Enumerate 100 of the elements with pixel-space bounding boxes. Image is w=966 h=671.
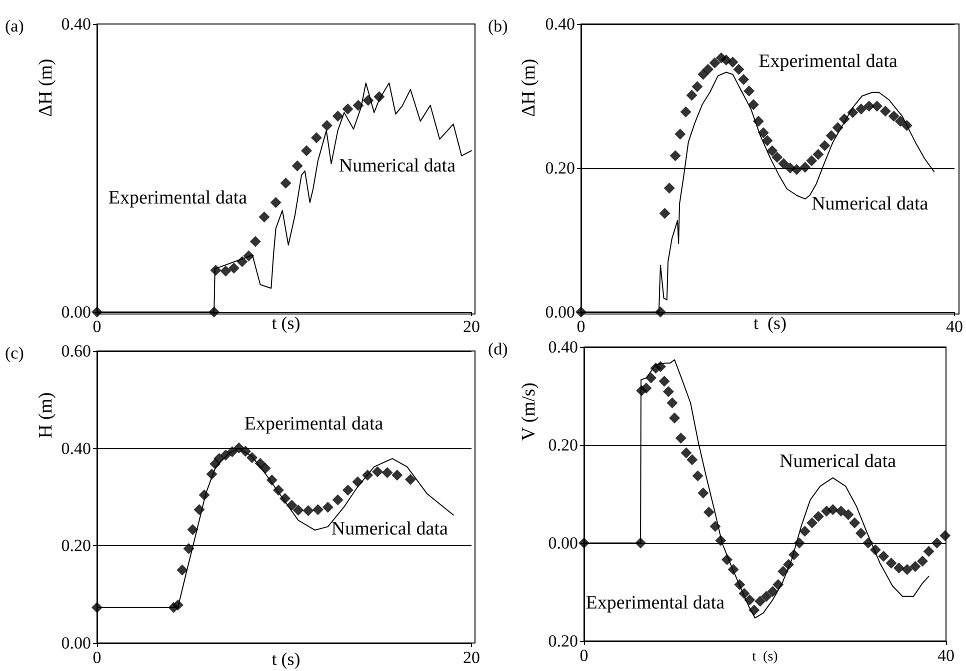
point — [206, 468, 218, 480]
point — [228, 262, 240, 274]
point — [214, 453, 225, 464]
point — [710, 520, 721, 532]
point — [342, 484, 354, 496]
point — [270, 197, 282, 208]
x-axis-title: t (s) — [752, 650, 778, 664]
point — [916, 556, 928, 567]
point — [794, 538, 805, 548]
point — [842, 509, 854, 520]
point — [778, 566, 789, 577]
point — [791, 164, 802, 175]
y-tick-label: 0.40 — [61, 438, 91, 458]
series-label: Experimental data — [758, 51, 898, 72]
point — [680, 106, 692, 118]
point — [800, 162, 811, 173]
point — [240, 446, 251, 457]
point — [664, 182, 675, 194]
point — [654, 306, 666, 318]
point — [748, 604, 760, 616]
point — [738, 588, 750, 599]
point — [748, 99, 759, 110]
point — [666, 397, 678, 408]
point — [310, 132, 322, 144]
x-tick-label: 40 — [946, 317, 963, 336]
point — [923, 546, 934, 557]
point — [302, 505, 314, 516]
point — [172, 600, 184, 611]
point — [783, 559, 794, 570]
point — [762, 135, 773, 146]
point — [292, 160, 303, 172]
point — [733, 64, 744, 75]
point — [832, 122, 844, 134]
point — [254, 458, 266, 469]
point — [855, 528, 866, 539]
point — [767, 586, 778, 598]
y-tick-label: 0.20 — [548, 632, 578, 650]
x-tick-label: 20 — [463, 648, 480, 667]
point — [760, 590, 772, 602]
point — [878, 550, 890, 562]
point — [680, 447, 692, 458]
point — [910, 561, 921, 572]
point — [301, 145, 312, 156]
x-tick-label: 0 — [580, 646, 588, 665]
point — [692, 81, 703, 92]
point — [352, 100, 364, 111]
point — [392, 470, 403, 481]
y-axis-title: ΔH (m) — [36, 58, 56, 117]
point — [312, 504, 324, 516]
point — [806, 517, 818, 528]
point — [847, 107, 858, 118]
point — [880, 106, 891, 117]
point — [280, 492, 290, 504]
point — [236, 256, 248, 268]
point — [872, 100, 882, 112]
point — [734, 579, 746, 590]
point — [849, 517, 860, 528]
point — [243, 250, 254, 262]
point — [870, 544, 881, 556]
point — [838, 114, 850, 125]
point — [674, 128, 686, 140]
y-tick-label: 0.40 — [545, 14, 575, 34]
point — [233, 442, 244, 454]
y-axis-title: ΔH (m) — [518, 58, 540, 117]
point — [715, 535, 726, 546]
point — [362, 94, 374, 106]
point — [836, 506, 847, 517]
point — [382, 467, 393, 478]
y-tick-label: 0.40 — [61, 14, 91, 34]
x-tick-label: 20 — [463, 317, 480, 336]
y-axis-title: H (m) — [36, 392, 56, 438]
point — [686, 90, 698, 101]
x-tick-label: 40 — [938, 646, 954, 665]
point — [827, 504, 838, 516]
y-tick-label: 0.20 — [61, 536, 91, 556]
point — [738, 74, 750, 85]
point — [187, 524, 198, 536]
x-axis-title: t (s) — [754, 313, 786, 333]
y-tick-label: 0.00 — [545, 302, 575, 322]
point — [772, 579, 784, 590]
point — [654, 361, 666, 372]
point — [766, 145, 778, 156]
point — [321, 120, 332, 132]
point — [778, 158, 790, 170]
series-label: Numerical data — [338, 156, 456, 177]
point — [332, 110, 344, 122]
point — [220, 265, 232, 276]
point — [208, 306, 220, 318]
chart-title: (b) — [488, 16, 508, 36]
point — [342, 103, 354, 114]
point — [578, 538, 590, 548]
x-tick-label: 0 — [576, 317, 586, 336]
point — [893, 562, 904, 574]
point — [758, 127, 769, 138]
chart-title: (c) — [5, 344, 24, 362]
point — [886, 558, 897, 569]
point — [692, 470, 704, 482]
point — [940, 530, 951, 542]
point — [322, 502, 334, 513]
point — [183, 543, 194, 554]
